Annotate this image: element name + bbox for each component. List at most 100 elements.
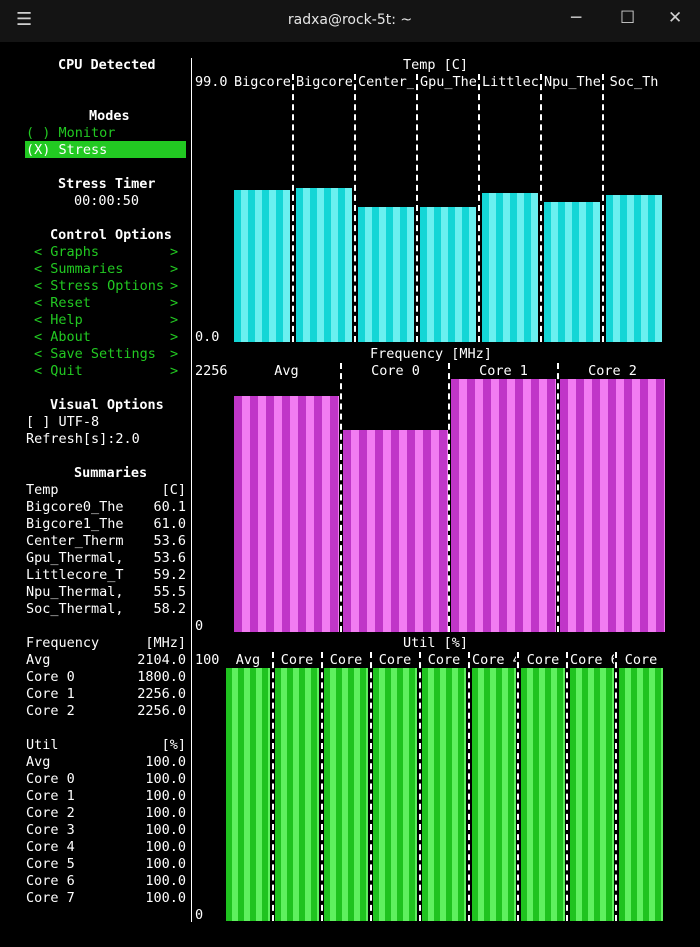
cpu-detected-label: CPU Detected xyxy=(58,57,156,73)
control-option-summaries[interactable]: < Summaries > xyxy=(34,261,179,277)
summaries-title: Summaries xyxy=(74,465,148,481)
util-graph-min: 0 xyxy=(195,907,204,923)
temp-summary-name: Center_Therm xyxy=(26,533,124,549)
util-summary-name: Core 3 xyxy=(26,822,75,838)
util-bar-label: Core 6 xyxy=(570,652,614,668)
utf8-checkbox[interactable]: [ ] UTF-8 xyxy=(26,414,100,430)
util-summary-value: 100.0 xyxy=(145,890,186,906)
util-bar xyxy=(521,668,565,921)
stress-timer-title: Stress Timer xyxy=(58,176,156,192)
temp-summary-unit: [C] xyxy=(161,482,186,498)
util-column-separator xyxy=(468,652,470,921)
control-option-about[interactable]: < About > xyxy=(34,329,179,345)
control-option-label: Stress Options xyxy=(50,278,165,294)
util-bar xyxy=(422,668,466,921)
util-column-separator xyxy=(370,652,372,921)
hamburger-icon[interactable]: ☰ xyxy=(16,9,33,30)
util-bar xyxy=(373,668,417,921)
sidebar-divider xyxy=(191,58,192,922)
control-option-graphs[interactable]: < Graphs > xyxy=(34,244,179,260)
util-bar-label: Core 4 xyxy=(472,652,516,668)
util-summary-value: 100.0 xyxy=(145,839,186,855)
temp-summary-name: Bigcore0_The xyxy=(26,499,124,515)
freq-summary-value: 1800.0 xyxy=(137,669,186,685)
temp-graph-max: 99.0 xyxy=(195,74,228,90)
temp-graph-title: Temp [C] xyxy=(403,57,469,73)
control-option-reset[interactable]: < Reset > xyxy=(34,295,179,311)
modes-title: Modes xyxy=(89,108,130,124)
util-bar xyxy=(275,668,319,921)
temp-summary-name: Bigcore1_The xyxy=(26,516,124,532)
freq-summary-header: Frequency xyxy=(26,635,100,651)
util-summary-name: Core 4 xyxy=(26,839,75,855)
temp-bar xyxy=(606,195,662,342)
close-icon[interactable]: ✕ xyxy=(668,8,683,28)
temp-summary-value: 55.5 xyxy=(153,584,186,600)
util-summary-name: Core 5 xyxy=(26,856,75,872)
freq-column-separator xyxy=(557,363,559,632)
util-summary-name: Core 2 xyxy=(26,805,75,821)
control-option-save-settings[interactable]: < Save Settings > xyxy=(34,346,179,362)
util-bar-label: Avg xyxy=(235,652,261,668)
control-option-label: Help xyxy=(50,312,83,328)
temp-column-separator xyxy=(416,74,418,342)
freq-bar-label: Avg xyxy=(274,363,299,379)
util-bar xyxy=(324,668,368,921)
freq-summary-name: Avg xyxy=(26,652,51,668)
control-option-quit[interactable]: < Quit > xyxy=(34,363,179,379)
util-bar-label: Core xyxy=(624,652,658,668)
util-summary-name: Avg xyxy=(26,754,51,770)
freq-bar-label: Core 2 xyxy=(588,363,637,379)
util-bar xyxy=(472,668,516,921)
util-bar-label: Core xyxy=(378,652,412,668)
util-summary-name: Core 7 xyxy=(26,890,75,906)
stress-timer-value: 00:00:50 xyxy=(74,193,140,209)
temp-bar-label: Npu_The xyxy=(544,74,600,90)
temp-column-separator xyxy=(540,74,542,342)
mode-stress-radio[interactable]: (X) Stress xyxy=(26,142,108,158)
util-bar-label: Core xyxy=(329,652,363,668)
freq-summary-value: 2256.0 xyxy=(137,686,186,702)
temp-summary-value: 53.6 xyxy=(153,550,186,566)
freq-graph-max: 2256 xyxy=(195,363,228,379)
temp-graph-min: 0.0 xyxy=(195,329,220,345)
mode-monitor-radio[interactable]: ( ) Monitor xyxy=(26,125,116,141)
util-summary-value: 100.0 xyxy=(145,856,186,872)
util-summary-value: 100.0 xyxy=(145,771,186,787)
terminal: CPU Detected Modes ( ) Monitor (X) Stres… xyxy=(0,42,700,947)
util-column-separator xyxy=(566,652,568,921)
window-title: radxa@rock-5t: ~ xyxy=(287,12,413,28)
control-option-help[interactable]: < Help > xyxy=(34,312,179,328)
maximize-icon[interactable]: ☐ xyxy=(620,8,636,28)
util-bar xyxy=(570,668,614,921)
util-column-separator xyxy=(321,652,323,921)
temp-bar-label: Gpu_The xyxy=(420,74,476,90)
temp-bar-label: Littlec xyxy=(482,74,538,90)
freq-summary-name: Core 1 xyxy=(26,686,75,702)
control-option-stress-options[interactable]: < Stress Options > xyxy=(34,278,179,294)
temp-column-separator xyxy=(602,74,604,342)
visual-options-title: Visual Options xyxy=(50,397,164,413)
temp-column-separator xyxy=(478,74,480,342)
temp-bar-label: Soc_Th xyxy=(609,74,659,90)
refresh-field[interactable]: Refresh[s]:2.0 xyxy=(26,431,140,447)
control-option-label: Save Settings xyxy=(50,346,156,362)
temp-summary-value: 53.6 xyxy=(153,533,186,549)
util-bar xyxy=(619,668,663,921)
util-column-separator xyxy=(517,652,519,921)
control-option-label: Reset xyxy=(50,295,91,311)
mode-stress-highlight[interactable] xyxy=(25,141,186,158)
minimize-icon[interactable]: ─ xyxy=(571,8,582,28)
freq-summary-unit: [MHz] xyxy=(145,635,186,651)
freq-bar xyxy=(451,379,556,632)
temp-bar-label: Center_ xyxy=(358,74,414,90)
freq-graph-min: 0 xyxy=(195,618,204,634)
util-bar xyxy=(226,668,270,921)
window-titlebar: ☰ radxa@rock-5t: ~ ─ ☐ ✕ xyxy=(0,0,700,42)
util-column-separator xyxy=(272,652,274,921)
freq-bar xyxy=(234,396,339,632)
control-option-label: Graphs xyxy=(50,244,100,260)
temp-summary-name: Soc_Thermal, xyxy=(26,601,124,617)
control-option-label: About xyxy=(50,329,91,345)
util-summary-unit: [%] xyxy=(161,737,186,753)
